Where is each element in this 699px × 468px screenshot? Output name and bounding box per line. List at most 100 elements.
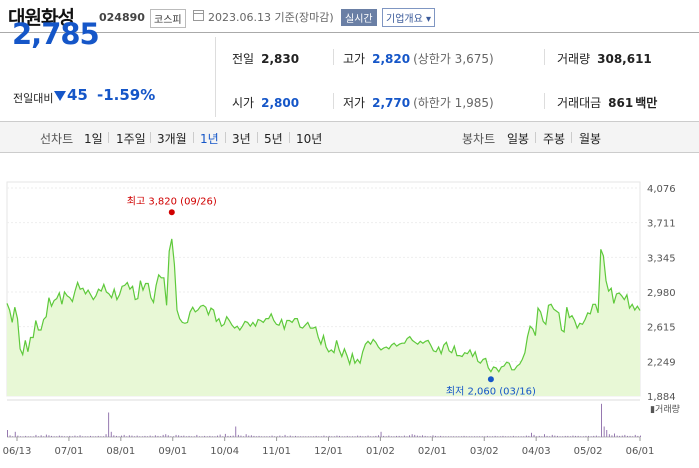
volume-bar <box>222 436 224 437</box>
tab-1y[interactable]: 1년 <box>200 132 219 146</box>
volume-bar <box>318 436 320 437</box>
volume-bar <box>320 436 322 437</box>
volume-bar <box>629 435 631 437</box>
volume-bar <box>64 436 65 437</box>
tab-10y[interactable]: 10년 <box>296 132 323 146</box>
volume-bar <box>123 434 125 437</box>
volume-bar <box>263 436 265 437</box>
volume-bar <box>518 436 519 437</box>
stat-value: 2,830 <box>261 52 300 66</box>
volume-bar <box>497 436 499 437</box>
tab-1w[interactable]: 1주일 <box>116 132 146 146</box>
volume-bar <box>219 434 221 438</box>
divider <box>225 132 226 143</box>
volume-bar <box>411 434 413 437</box>
change-label: 전일대비 <box>13 92 54 105</box>
stat-value: 861 <box>608 96 634 110</box>
volume-bar <box>414 434 416 437</box>
volume-bar <box>183 435 185 437</box>
stat-sub: (상한가 3,675) <box>413 52 494 66</box>
volume-bar <box>211 436 213 437</box>
volume-bar <box>336 435 338 437</box>
tab-5y[interactable]: 5년 <box>264 132 283 146</box>
volume-bar <box>370 436 372 437</box>
volume-bar <box>87 436 89 437</box>
tab-weekly[interactable]: 주봉 <box>543 132 566 146</box>
volume-bar <box>409 435 410 438</box>
volume-bar <box>131 435 133 437</box>
volume-bar <box>209 435 211 437</box>
stat-volume: 거래량 308,611 <box>557 50 652 67</box>
divider <box>544 49 545 65</box>
volume-bar <box>305 436 307 437</box>
volume-bar <box>593 435 595 437</box>
volume-bar <box>154 435 156 438</box>
volume-bar <box>9 435 11 438</box>
volume-bar <box>544 434 545 437</box>
volume-bar <box>240 435 242 437</box>
volume-bar <box>204 435 206 437</box>
volume-bar <box>634 434 636 437</box>
volume-bar <box>554 435 556 437</box>
volume-bar <box>437 436 439 437</box>
volume-bar <box>97 435 99 437</box>
tab-monthly[interactable]: 월봉 <box>579 132 602 146</box>
tab-3m[interactable]: 3개월 <box>157 132 187 146</box>
volume-bar <box>162 434 164 437</box>
volume-bar <box>45 434 47 438</box>
volume-bar <box>313 436 314 437</box>
stock-code: 024890 <box>99 11 145 24</box>
volume-bar <box>341 436 343 437</box>
tab-3y[interactable]: 3년 <box>232 132 251 146</box>
stat-label: 전일 <box>232 52 255 66</box>
volume-bar <box>188 435 190 437</box>
divider <box>108 132 109 143</box>
x-tick-label: 02/01 <box>418 446 447 457</box>
x-tick-label: 03/02 <box>470 446 499 457</box>
volume-bar <box>276 436 278 437</box>
price-change: 45 <box>67 86 88 104</box>
volume-bar <box>56 436 58 437</box>
volume-bar <box>279 435 281 437</box>
stat-label: 고가 <box>343 52 366 66</box>
realtime-button[interactable]: 실시간 <box>341 9 377 26</box>
volume-bar <box>175 434 177 437</box>
tab-1d[interactable]: 1일 <box>84 132 103 146</box>
line-chart-label: 선차트 <box>40 132 74 146</box>
volume-bar <box>323 435 325 437</box>
volume-bar <box>538 435 540 437</box>
volume-bar <box>528 435 530 437</box>
volume-bar <box>269 436 270 437</box>
volume-bar <box>30 436 32 437</box>
volume-bar <box>461 436 462 437</box>
volume-bar <box>284 434 286 437</box>
volume-bar <box>388 435 390 437</box>
volume-bar <box>328 435 330 437</box>
volume-bar <box>455 436 457 437</box>
volume-bar <box>90 435 91 437</box>
volume-bar <box>282 436 283 437</box>
volume-bar <box>160 436 161 437</box>
volume-bar <box>531 432 532 437</box>
volume-bar <box>180 435 182 437</box>
volume-bar <box>614 433 615 437</box>
volume-bar <box>598 436 600 437</box>
volume-bar <box>601 403 602 438</box>
volume-bar <box>253 435 255 437</box>
volume-bar <box>302 436 304 437</box>
volume-bar <box>549 436 551 437</box>
volume-bar <box>632 436 634 437</box>
volume-bar <box>136 435 138 437</box>
tab-daily[interactable]: 일봉 <box>507 132 530 146</box>
volume-bar <box>435 435 436 437</box>
volume-bar <box>448 436 449 437</box>
volume-bar <box>442 436 444 437</box>
price-area <box>7 238 640 396</box>
volume-bar <box>201 436 203 437</box>
volume-bar <box>331 436 333 437</box>
volume-bar <box>590 436 592 437</box>
volume-bar <box>40 435 42 438</box>
volume-bar <box>196 434 198 437</box>
volume-bar <box>116 435 117 437</box>
company-info-dropdown[interactable]: 기업개요 ▾ <box>382 8 435 27</box>
